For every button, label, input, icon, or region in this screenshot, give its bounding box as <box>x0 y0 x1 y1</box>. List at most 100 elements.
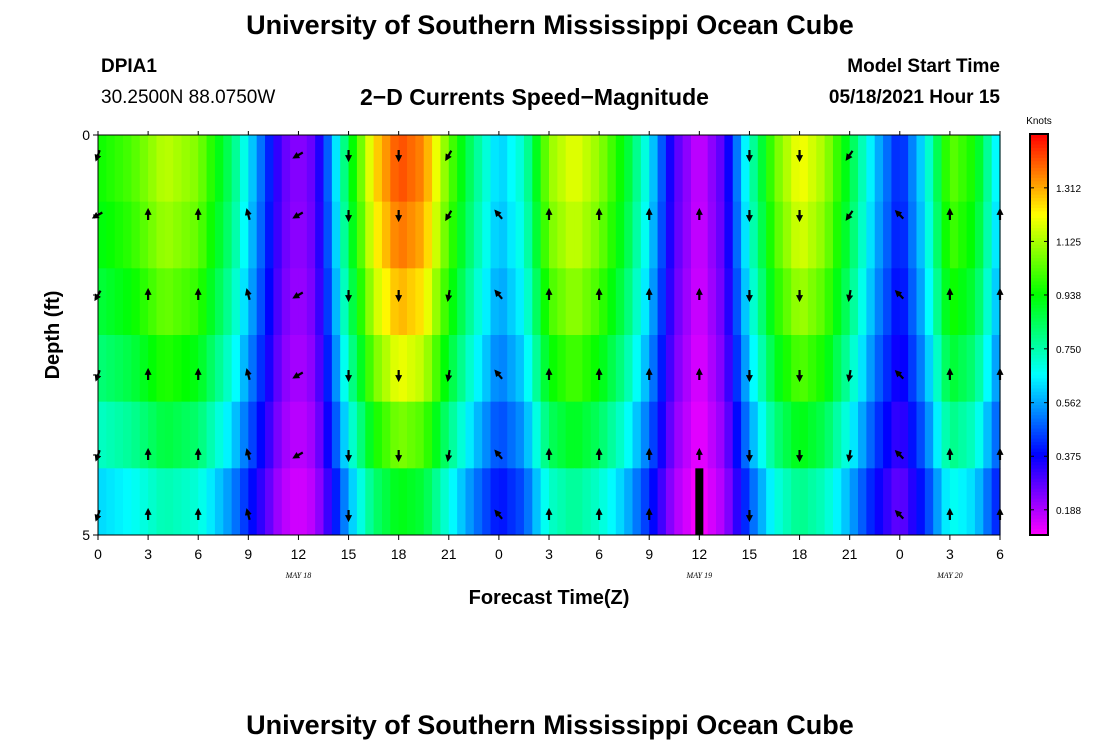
heat-cell <box>749 135 759 203</box>
colorbar-frame <box>1029 133 1049 536</box>
colorbar-segment <box>1030 314 1048 319</box>
heat-cell <box>206 335 216 403</box>
heat-cell <box>799 401 809 469</box>
heat-cell <box>649 335 659 403</box>
heat-cell <box>373 201 383 269</box>
current-arrow <box>894 209 905 220</box>
x-tick-label: 9 <box>244 546 252 562</box>
heat-cell <box>440 268 450 336</box>
heat-cell <box>231 201 241 269</box>
heat-cell <box>198 335 208 403</box>
heat-cell <box>265 268 274 336</box>
colorbar-segment <box>1030 367 1048 372</box>
heat-cell <box>899 468 909 536</box>
heat-cell <box>824 268 834 336</box>
colorbar-segment <box>1030 357 1048 362</box>
heat-cell <box>682 335 692 403</box>
heat-cell <box>632 468 642 536</box>
current-arrow <box>292 151 304 159</box>
current-arrow <box>445 210 453 222</box>
heat-cell <box>916 201 926 269</box>
heat-cell <box>106 201 116 269</box>
heat-cell <box>114 401 124 469</box>
colorbar-segment <box>1030 190 1048 195</box>
heat-cell <box>123 201 133 269</box>
heat-cell <box>891 135 901 203</box>
colorbar-segment <box>1030 240 1048 245</box>
heat-cell <box>507 401 517 469</box>
heat-cell <box>582 268 592 336</box>
current-arrow <box>445 289 453 302</box>
heat-cell <box>974 268 984 336</box>
heat-cell <box>782 468 792 536</box>
heat-cell <box>198 201 208 269</box>
heat-cell <box>156 201 166 269</box>
colorbar-segment <box>1030 164 1048 168</box>
heat-cell <box>699 335 709 403</box>
colorbar-segment <box>1030 271 1048 275</box>
heat-cell <box>690 135 700 203</box>
colorbar-segment <box>1030 284 1048 289</box>
colorbar-segment <box>1030 134 1048 138</box>
colorbar-segment <box>1030 277 1048 282</box>
heat-cell <box>791 468 801 536</box>
heat-cell <box>131 401 141 469</box>
heat-cell <box>615 201 625 269</box>
heat-cell <box>298 468 308 536</box>
heat-cell <box>256 268 266 336</box>
heat-cell <box>916 401 926 469</box>
heat-cell <box>306 468 316 536</box>
heat-cell <box>883 135 893 203</box>
heat-cell <box>407 268 416 336</box>
heat-cell <box>490 401 500 469</box>
heat-cell <box>490 135 500 203</box>
heat-cell <box>640 135 650 203</box>
heat-cell <box>448 268 458 336</box>
heat-cell <box>98 135 107 203</box>
x-tick-label: 6 <box>996 546 1004 562</box>
heat-cell <box>348 468 358 536</box>
heat-cell <box>741 401 751 469</box>
colorbar-segment <box>1030 207 1048 212</box>
heat-cell <box>198 468 208 536</box>
heat-cell <box>390 268 400 336</box>
heat-cell <box>148 135 158 203</box>
heat-cell <box>949 335 959 403</box>
heat-cell <box>624 201 634 269</box>
heat-cell <box>665 135 675 203</box>
colorbar-segment <box>1030 317 1048 322</box>
current-arrow <box>292 211 304 219</box>
heat-cell <box>699 468 709 536</box>
heat-cell <box>164 468 174 536</box>
current-arrow <box>494 449 503 460</box>
heat-cell <box>682 468 692 536</box>
heat-cell <box>415 268 425 336</box>
heat-cell <box>766 201 776 269</box>
heat-cell <box>306 401 316 469</box>
colorbar-segment <box>1030 327 1048 332</box>
heat-cell <box>974 335 984 403</box>
heat-cell <box>657 468 667 536</box>
current-arrow <box>244 288 252 301</box>
colorbar-segment <box>1030 214 1048 219</box>
heat-cell <box>390 335 400 403</box>
colorbar-segment <box>1030 324 1048 329</box>
heat-cell <box>574 135 584 203</box>
heat-cell <box>290 335 300 403</box>
heat-cell <box>448 468 458 536</box>
heat-cell <box>281 135 291 203</box>
heat-cell <box>607 401 617 469</box>
colorbar-segment <box>1030 227 1048 232</box>
heat-cell <box>298 201 308 269</box>
heat-cell <box>239 135 249 203</box>
heat-cell <box>473 201 483 269</box>
heat-cell <box>173 135 183 203</box>
heat-cell <box>874 468 884 536</box>
heat-cell <box>482 268 492 336</box>
heat-cell <box>248 468 258 536</box>
heat-cell <box>523 468 533 536</box>
colorbar-segment <box>1030 374 1048 379</box>
colorbar-segment <box>1030 234 1048 239</box>
heat-cell <box>315 335 325 403</box>
current-arrow <box>494 289 503 300</box>
